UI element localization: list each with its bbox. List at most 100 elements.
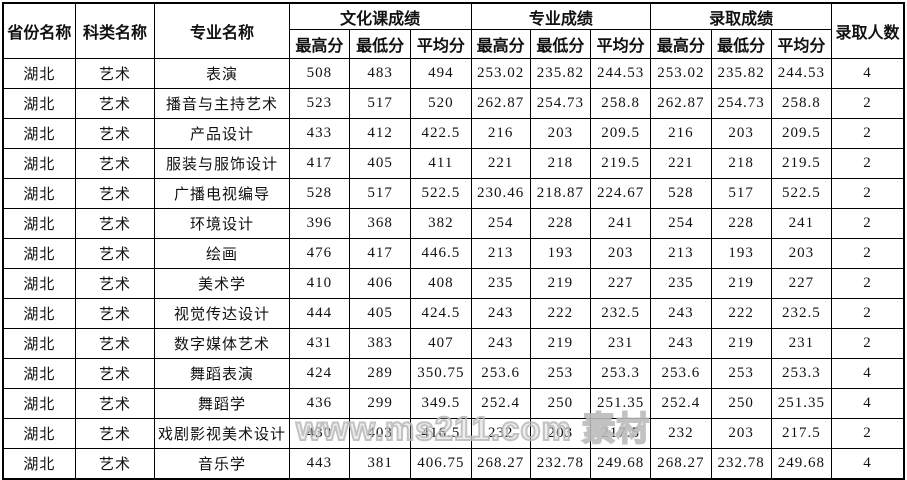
cell-professional-max: 243 — [470, 328, 531, 359]
cell-culture-min: 383 — [348, 328, 412, 359]
cell-admit-count: 2 — [831, 148, 905, 179]
cell-admit-count: 2 — [831, 118, 905, 149]
cell-professional-avg: 231 — [589, 328, 652, 359]
table-row: 湖北 艺术 美术学 410 406 408 235 219 227 235 21… — [2, 268, 905, 299]
cell-province: 湖北 — [2, 388, 76, 419]
cell-culture-avg: 422.5 — [410, 118, 472, 149]
cell-culture-avg: 424.5 — [410, 298, 472, 329]
cell-professional-max: 216 — [470, 118, 531, 149]
cell-province: 湖北 — [2, 148, 76, 179]
cell-category: 艺术 — [74, 238, 156, 269]
cell-professional-max: 254 — [470, 208, 531, 239]
cell-professional-min: 232.78 — [529, 448, 592, 480]
cell-major: 戏剧影视美术设计 — [154, 418, 290, 449]
cell-admission-max: 216 — [650, 118, 712, 149]
cell-professional-min: 222 — [529, 298, 592, 329]
cell-admission-min: 254.73 — [710, 88, 772, 119]
header-province: 省份名称 — [2, 2, 76, 59]
cell-category: 艺术 — [74, 328, 156, 359]
cell-province: 湖北 — [2, 448, 76, 480]
cell-culture-avg: 522.5 — [410, 178, 472, 209]
cell-province: 湖北 — [2, 88, 76, 119]
cell-admission-avg: 241 — [770, 208, 833, 239]
table-row: 湖北 艺术 舞蹈学 436 299 349.5 252.4 250 251.35… — [2, 388, 905, 419]
cell-culture-avg: 494 — [410, 58, 472, 89]
cell-admission-min: 253 — [710, 358, 772, 389]
cell-professional-avg: 203 — [589, 238, 652, 269]
cell-major: 服装与服饰设计 — [154, 148, 290, 179]
cell-professional-max: 221 — [470, 148, 531, 179]
cell-culture-max: 436 — [288, 388, 350, 419]
cell-admission-max: 252.4 — [650, 388, 712, 419]
cell-major: 舞蹈学 — [154, 388, 290, 419]
cell-category: 艺术 — [74, 118, 156, 149]
cell-admission-max: 254 — [650, 208, 712, 239]
cell-culture-min: 381 — [348, 448, 412, 480]
cell-culture-max: 410 — [288, 268, 350, 299]
cell-admit-count: 4 — [831, 358, 905, 389]
table-row: 湖北 艺术 环境设计 396 368 382 254 228 241 254 2… — [2, 208, 905, 239]
cell-culture-max: 444 — [288, 298, 350, 329]
cell-professional-min: 228 — [529, 208, 592, 239]
cell-professional-max: 253.6 — [470, 358, 531, 389]
cell-professional-max: 243 — [470, 298, 531, 329]
cell-professional-min: 218 — [529, 148, 592, 179]
cell-culture-max: 523 — [288, 88, 350, 119]
cell-admission-max: 221 — [650, 148, 712, 179]
header-group-professional: 专业成绩 — [470, 2, 652, 30]
cell-category: 艺术 — [74, 148, 156, 179]
cell-culture-min: 299 — [348, 388, 412, 419]
cell-category: 艺术 — [74, 448, 156, 480]
cell-professional-max: 232 — [470, 418, 531, 449]
cell-professional-max: 262.87 — [470, 88, 531, 119]
cell-admit-count: 4 — [831, 448, 905, 480]
cell-province: 湖北 — [2, 118, 76, 149]
cell-professional-max: 235 — [470, 268, 531, 299]
table-row: 湖北 艺术 绘画 476 417 446.5 213 193 203 213 1… — [2, 238, 905, 269]
cell-admission-max: 253.6 — [650, 358, 712, 389]
cell-admission-avg: 209.5 — [770, 118, 833, 149]
cell-major: 产品设计 — [154, 118, 290, 149]
cell-category: 艺术 — [74, 418, 156, 449]
cell-culture-avg: 382 — [410, 208, 472, 239]
header-culture-max: 最高分 — [288, 29, 350, 59]
cell-admit-count: 2 — [831, 238, 905, 269]
cell-category: 艺术 — [74, 178, 156, 209]
cell-professional-avg: 244.53 — [589, 58, 652, 89]
cell-professional-max: 253.02 — [470, 58, 531, 89]
cell-admission-max: 243 — [650, 298, 712, 329]
header-culture-min: 最低分 — [348, 29, 412, 59]
cell-professional-min: 254.73 — [529, 88, 592, 119]
cell-admission-max: 235 — [650, 268, 712, 299]
cell-professional-min: 219 — [529, 268, 592, 299]
cell-culture-avg: 446.5 — [410, 238, 472, 269]
cell-admission-min: 250 — [710, 388, 772, 419]
header-professional-min: 最低分 — [529, 29, 592, 59]
cell-professional-max: 213 — [470, 238, 531, 269]
cell-professional-max: 268.27 — [470, 448, 531, 480]
cell-province: 湖北 — [2, 178, 76, 209]
cell-major: 绘画 — [154, 238, 290, 269]
table-header: 省份名称 科类名称 专业名称 文化课成绩 专业成绩 录取成绩 录取人数 最高分 … — [2, 2, 905, 59]
cell-culture-avg: 406.75 — [410, 448, 472, 480]
cell-major: 舞蹈表演 — [154, 358, 290, 389]
cell-professional-min: 253 — [529, 358, 592, 389]
cell-professional-min: 193 — [529, 238, 592, 269]
cell-professional-max: 230.46 — [470, 178, 531, 209]
cell-admission-max: 232 — [650, 418, 712, 449]
cell-professional-avg: 209.5 — [589, 118, 652, 149]
cell-province: 湖北 — [2, 238, 76, 269]
header-admit-count: 录取人数 — [831, 2, 905, 59]
cell-culture-max: 433 — [288, 118, 350, 149]
cell-province: 湖北 — [2, 298, 76, 329]
cell-admission-avg: 217.5 — [770, 418, 833, 449]
cell-professional-avg: 241 — [589, 208, 652, 239]
cell-admission-max: 528 — [650, 178, 712, 209]
cell-admission-avg: 244.53 — [770, 58, 833, 89]
cell-culture-min: 405 — [348, 148, 412, 179]
cell-admit-count: 4 — [831, 388, 905, 419]
cell-professional-min: 203 — [529, 118, 592, 149]
cell-professional-avg: 232.5 — [589, 298, 652, 329]
table-row: 湖北 艺术 戏剧影视美术设计 430 403 416.5 232 203 217… — [2, 418, 905, 449]
